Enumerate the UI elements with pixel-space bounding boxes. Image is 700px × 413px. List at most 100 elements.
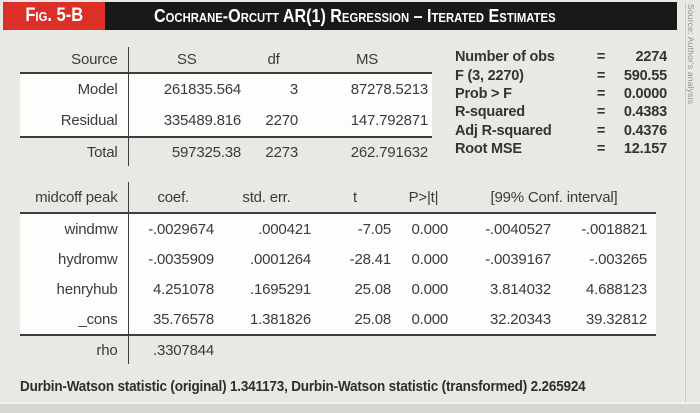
anova-row-residual: Residual 335489.816 2270 147.792871 bbox=[20, 105, 432, 138]
coef-header-ci: [99% Conf. interval] bbox=[452, 182, 656, 214]
p-value: 0.000 bbox=[395, 274, 452, 304]
stat-label: R-squared bbox=[455, 104, 525, 121]
equals-sign: = bbox=[596, 85, 606, 102]
equals-sign: = bbox=[596, 141, 606, 158]
panel-bottom-border bbox=[0, 402, 700, 413]
panel-right-border bbox=[685, 2, 686, 402]
stderr-value: .000421 bbox=[218, 213, 315, 244]
stderr-value: .1695291 bbox=[218, 274, 315, 304]
coef-var-name: _cons bbox=[20, 304, 129, 336]
anova-total-ss: 597325.38 bbox=[171, 143, 241, 161]
stat-value: 0.0000 bbox=[623, 85, 667, 102]
source-attribution: Source: Author's analysis bbox=[686, 4, 696, 105]
anova-total-df: 2273 bbox=[265, 143, 298, 161]
stat-value: 590.55 bbox=[623, 67, 667, 84]
anova-model-ms: 87278.5213 bbox=[302, 73, 432, 105]
t-value: 25.08 bbox=[315, 274, 395, 304]
stat-value: 2274 bbox=[635, 49, 668, 66]
stat-r-squared: R-squared = 0.4383 bbox=[455, 103, 667, 121]
ci-high: 4.688123 bbox=[555, 274, 656, 304]
p-value: 0.000 bbox=[395, 213, 452, 244]
stat-value: 12.157 bbox=[623, 141, 667, 158]
figure-number-label: Fig. 5-B bbox=[25, 5, 83, 26]
ci-low: 32.20343 bbox=[452, 304, 555, 336]
t-value: -28.41 bbox=[315, 244, 395, 274]
durbin-watson-text: Durbin-Watson statistic (original) 1.341… bbox=[20, 378, 586, 395]
figure-header-bar: Fig. 5-B Cochrane-Orcutt AR(1) Regressio… bbox=[3, 2, 677, 30]
coef-header-coef: coef. bbox=[128, 182, 218, 214]
coef-row-windmw: windmw -.0029674 .000421 -7.05 0.000 -.0… bbox=[20, 213, 656, 244]
coef-header-row: midcoff peak coef. std. err. t P>|t| [99… bbox=[20, 182, 656, 214]
stat-label: Root MSE bbox=[455, 141, 522, 158]
p-value: 0.000 bbox=[395, 304, 452, 336]
stat-label: Number of obs bbox=[455, 49, 555, 66]
stat-f: F (3, 2270) = 590.55 bbox=[455, 66, 667, 84]
anova-residual-label: Residual bbox=[20, 105, 129, 138]
stat-label: F (3, 2270) bbox=[455, 67, 524, 84]
anova-header-ss: SS bbox=[128, 47, 245, 74]
anova-model-df: 3 bbox=[245, 73, 302, 105]
stat-number-of-obs: Number of obs = 2274 bbox=[455, 48, 667, 66]
anova-header-ms: MS bbox=[302, 47, 432, 74]
coef-header-t: t bbox=[315, 182, 395, 214]
stat-value: 0.4383 bbox=[623, 104, 667, 121]
rho-row-spacer bbox=[218, 335, 656, 364]
figure-title: Cochrane-Orcutt AR(1) Regression – Itera… bbox=[105, 2, 677, 30]
coef-value: 4.251078 bbox=[128, 274, 218, 304]
coef-value: -.0029674 bbox=[128, 213, 218, 244]
equals-sign: = bbox=[596, 49, 606, 66]
model-stats-block: Number of obs = 2274 F (3, 2270) = 590.55 Pr… bbox=[455, 48, 667, 158]
coef-var-name: henryhub bbox=[20, 274, 129, 304]
anova-residual-ss: 335489.816 bbox=[128, 105, 245, 138]
coef-var-name: windmw bbox=[20, 213, 129, 244]
anova-model-ss: 261835.564 bbox=[128, 73, 245, 105]
ci-high: -.0018821 bbox=[555, 213, 656, 244]
rho-label: rho bbox=[20, 335, 129, 364]
t-value: -7.05 bbox=[315, 213, 395, 244]
stat-prob-f: Prob > F = 0.0000 bbox=[455, 85, 667, 103]
ci-low: 3.814032 bbox=[452, 274, 555, 304]
anova-header-row: Source SS df MS bbox=[20, 47, 432, 74]
anova-row-total: Total 597325.38 2273 262.791632 bbox=[20, 137, 432, 166]
ci-low: -.0039167 bbox=[452, 244, 555, 274]
anova-model-label: Model bbox=[20, 73, 129, 105]
anova-residual-ms: 147.792871 bbox=[302, 105, 432, 138]
anova-table: Source SS df MS Model 261835.564 3 87278… bbox=[20, 47, 432, 166]
stat-root-mse: Root MSE = 12.157 bbox=[455, 140, 667, 158]
stat-adj-r-squared: Adj R-squared = 0.4376 bbox=[455, 122, 667, 140]
anova-row-model: Model 261835.564 3 87278.5213 bbox=[20, 73, 432, 105]
stat-label: Adj R-squared bbox=[455, 122, 552, 139]
ci-high: 39.32812 bbox=[555, 304, 656, 336]
equals-sign: = bbox=[596, 104, 606, 121]
durbin-watson-note: Durbin-Watson statistic (original) 1.341… bbox=[20, 378, 648, 395]
rho-row: rho .3307844 bbox=[20, 335, 656, 364]
coef-var-name: hydromw bbox=[20, 244, 129, 274]
p-value: 0.000 bbox=[395, 244, 452, 274]
coef-row-hydromw: hydromw -.0035909 .0001264 -28.41 0.000 … bbox=[20, 244, 656, 274]
coef-value: 35.76578 bbox=[128, 304, 218, 336]
stderr-value: 1.381826 bbox=[218, 304, 315, 336]
anova-header-df: df bbox=[245, 47, 302, 74]
rho-value: .3307844 bbox=[153, 341, 214, 359]
figure-number-badge: Fig. 5-B bbox=[3, 2, 105, 30]
anova-total-ms: 262.791632 bbox=[350, 143, 428, 161]
equals-sign: = bbox=[596, 67, 606, 84]
ci-low: -.0040527 bbox=[452, 213, 555, 244]
ci-high: -.003265 bbox=[555, 244, 656, 274]
figure-title-text: Cochrane-Orcutt AR(1) Regression – Itera… bbox=[154, 5, 556, 26]
coef-header-variable: midcoff peak bbox=[20, 182, 129, 214]
coef-header-stderr: std. err. bbox=[218, 182, 315, 214]
equals-sign: = bbox=[596, 122, 606, 139]
coefficient-table: midcoff peak coef. std. err. t P>|t| [99… bbox=[20, 182, 656, 364]
coef-row-henryhub: henryhub 4.251078 .1695291 25.08 0.000 3… bbox=[20, 274, 656, 304]
stderr-value: .0001264 bbox=[218, 244, 315, 274]
stat-value: 0.4376 bbox=[623, 122, 667, 139]
coef-header-p: P>|t| bbox=[395, 182, 452, 214]
coef-value: -.0035909 bbox=[128, 244, 218, 274]
anova-header-source: Source bbox=[20, 47, 129, 74]
anova-residual-df: 2270 bbox=[245, 105, 302, 138]
coef-row-cons: _cons 35.76578 1.381826 25.08 0.000 32.2… bbox=[20, 304, 656, 336]
t-value: 25.08 bbox=[315, 304, 395, 336]
stat-label: Prob > F bbox=[455, 85, 512, 102]
